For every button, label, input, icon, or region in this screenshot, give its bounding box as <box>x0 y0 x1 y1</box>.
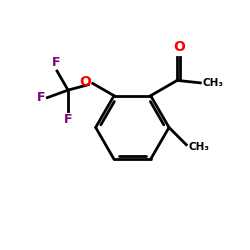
Text: O: O <box>80 75 92 89</box>
Text: F: F <box>52 56 60 68</box>
Text: F: F <box>64 113 72 126</box>
Text: O: O <box>173 40 185 54</box>
Text: F: F <box>36 91 45 104</box>
Text: CH₃: CH₃ <box>188 142 209 152</box>
Text: CH₃: CH₃ <box>202 78 223 88</box>
